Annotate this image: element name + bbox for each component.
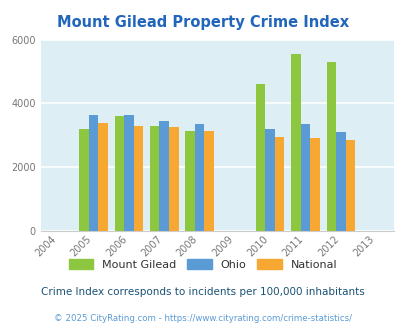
Bar <box>204 130 213 231</box>
Bar <box>98 122 108 231</box>
Bar <box>159 121 168 231</box>
Bar <box>114 116 124 231</box>
Bar <box>185 130 194 231</box>
Bar <box>194 124 204 231</box>
Bar <box>168 127 178 231</box>
Bar <box>255 84 265 231</box>
Bar <box>290 54 300 231</box>
Bar <box>274 137 284 231</box>
Bar <box>265 129 274 231</box>
Bar <box>300 124 309 231</box>
Bar <box>335 132 345 231</box>
Text: Mount Gilead Property Crime Index: Mount Gilead Property Crime Index <box>57 15 348 30</box>
Text: Crime Index corresponds to incidents per 100,000 inhabitants: Crime Index corresponds to incidents per… <box>41 287 364 297</box>
Bar <box>89 115 98 231</box>
Bar <box>79 129 89 231</box>
Bar <box>345 140 354 231</box>
Bar <box>124 115 133 231</box>
Bar <box>149 126 159 231</box>
Bar <box>133 126 143 231</box>
Bar <box>309 139 319 231</box>
Legend: Mount Gilead, Ohio, National: Mount Gilead, Ohio, National <box>64 255 341 274</box>
Bar <box>326 62 335 231</box>
Text: © 2025 CityRating.com - https://www.cityrating.com/crime-statistics/: © 2025 CityRating.com - https://www.city… <box>54 314 351 323</box>
